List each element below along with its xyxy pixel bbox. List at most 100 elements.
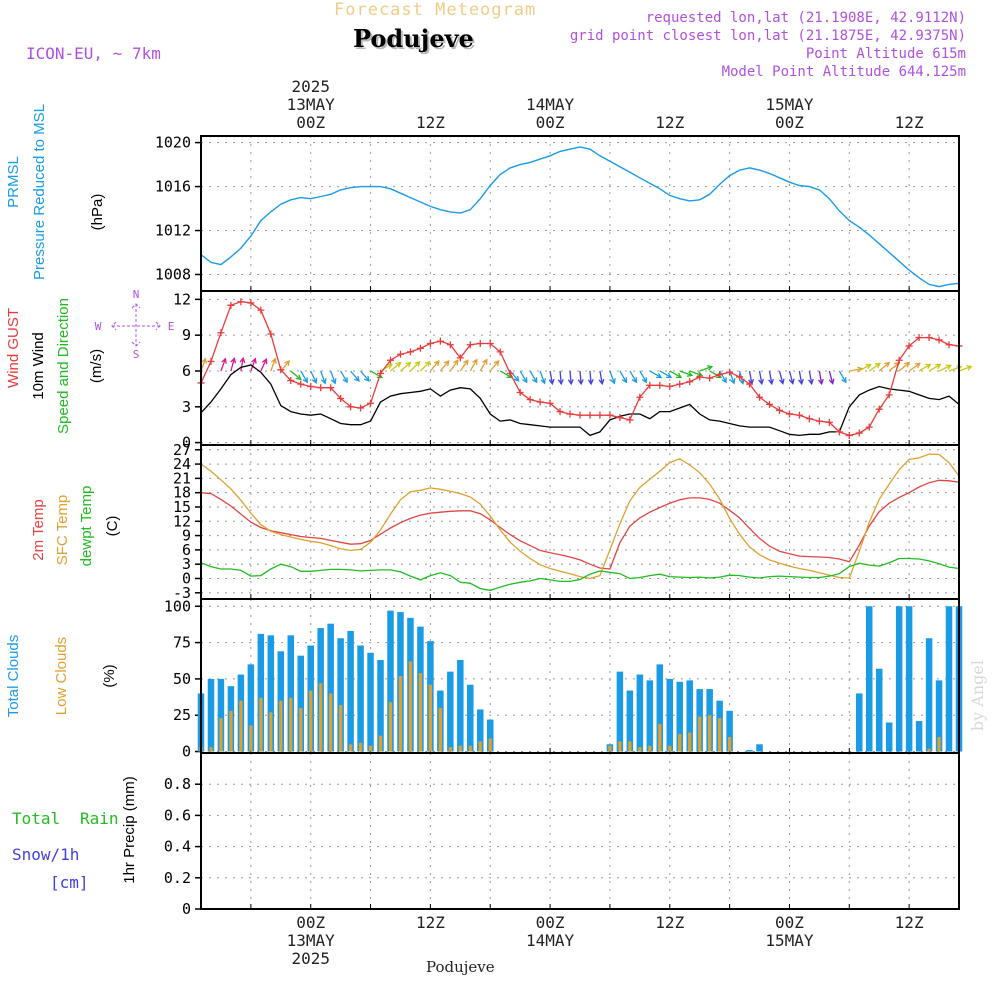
wind-arrow [918, 363, 932, 372]
pressure-label-2: Pressure Reduced to MSL [31, 104, 48, 280]
y-tick-label: 75 [173, 634, 191, 652]
total-cloud-bar [457, 660, 464, 752]
gust-marker [357, 404, 365, 412]
wind-arrow [539, 370, 546, 385]
top-time-label: 2025 [291, 77, 330, 96]
y-tick-label: 12 [173, 290, 191, 308]
top-time-label: 00Z [296, 113, 325, 132]
y-tick-label: 50 [173, 670, 191, 688]
total-cloud-bar [347, 630, 354, 752]
top-time-label: 13MAY [287, 95, 336, 114]
low-cloud-bar [299, 707, 303, 752]
low-cloud-bar [468, 745, 472, 752]
svg-text:S: S [133, 348, 140, 361]
low-cloud-bar [309, 690, 313, 752]
wind-dir-label: Speed and Direction [55, 298, 72, 434]
gust-marker [766, 400, 773, 408]
point-altitude: Point Altitude 615m [805, 46, 966, 62]
total-cloud-bar [905, 606, 913, 752]
total-cloud-bar [666, 678, 674, 752]
wind-arrow [587, 370, 594, 386]
y-tick-label: 0 [182, 900, 191, 918]
wind-arrow [330, 370, 337, 385]
total-cloud-bar [377, 660, 384, 752]
y-tick-label: 0 [182, 569, 191, 587]
svg-text:E: E [168, 320, 175, 333]
low-cloud-bar [229, 710, 233, 752]
gust-marker [387, 356, 394, 364]
low-cloud-bar [488, 738, 492, 752]
wind-arrow [878, 361, 891, 372]
total-cloud-bar [656, 664, 664, 752]
gust-marker [546, 399, 554, 407]
gust-marker [496, 348, 504, 356]
gust-marker [606, 411, 614, 419]
total-cloud-bar [925, 638, 933, 752]
gust-marker [486, 340, 494, 348]
wind-arrow [239, 356, 246, 372]
wind-arrow [509, 370, 520, 382]
wind-arrow [858, 363, 872, 372]
gust-marker [716, 371, 724, 379]
bottom-time-label: 15MAY [765, 931, 814, 950]
y-tick-label: -3 [173, 584, 191, 602]
wind-barbs [200, 356, 973, 386]
gust-marker [237, 298, 245, 306]
low-cloud-bar [289, 697, 293, 752]
wind-arrow [270, 357, 277, 372]
wind-arrow [360, 370, 370, 382]
wind-arrow [758, 370, 764, 386]
total-cloud-bar [247, 664, 255, 752]
y-tick-label: 0 [182, 434, 191, 452]
wind-arrow [699, 365, 714, 372]
wind-arrow [390, 361, 402, 372]
y-tick-label: 18 [173, 484, 191, 502]
bottom-time-label: 12Z [416, 913, 445, 932]
gust-marker [815, 417, 823, 425]
wind-arrow [619, 370, 628, 384]
low-cloud-bar [319, 683, 323, 752]
y-tick-label: 0.2 [164, 869, 191, 887]
footer-location: Podujeve [426, 958, 495, 976]
total-cloud-bar [287, 635, 295, 752]
wind-arrow [260, 357, 268, 372]
gust-marker [885, 391, 893, 399]
rain-label-rain: Rain [80, 809, 119, 828]
gust-marker [247, 299, 255, 307]
gust-marker [476, 340, 484, 348]
dewpt-label: dewpt Temp [78, 486, 95, 567]
low-cloud-bar [668, 745, 672, 752]
panel-frame [200, 444, 960, 600]
panel-1: 0 3 6 9 12 [173, 290, 973, 452]
low-cloud-bar [708, 715, 712, 752]
low-cloud-bar [608, 745, 612, 752]
wind-arrow [938, 364, 953, 372]
gust-marker [795, 411, 803, 419]
top-time-label: 15MAY [765, 95, 814, 114]
total-cloud-bar [616, 671, 624, 752]
pressure-label-1: PRMSL [5, 156, 22, 208]
y-tick-label: 0.6 [164, 806, 191, 824]
gust-markers [197, 298, 963, 439]
top-time-label: 12Z [416, 113, 445, 132]
wind-arrow [429, 359, 440, 372]
total-cloud-bar [477, 709, 484, 752]
gust-marker [656, 381, 664, 389]
wind-arrow [519, 370, 528, 384]
gust-marker [416, 344, 424, 352]
low-cloud-bar [269, 712, 273, 752]
panel-frame [200, 290, 960, 446]
gust-marker [576, 411, 584, 419]
gust-marker [586, 411, 594, 419]
wind-arrow [220, 357, 227, 372]
pressure-unit: (hPa) [89, 194, 106, 231]
top-time-label: 00Z [775, 113, 804, 132]
gust-marker [377, 369, 385, 377]
low-cloud-bar [368, 745, 373, 752]
wind-arrow [958, 365, 973, 372]
y-tick-label: 9 [182, 326, 191, 344]
wind-arrow [778, 370, 785, 385]
gust-marker [506, 369, 514, 377]
wind-arrow [798, 370, 804, 386]
gust-marker [865, 423, 873, 431]
